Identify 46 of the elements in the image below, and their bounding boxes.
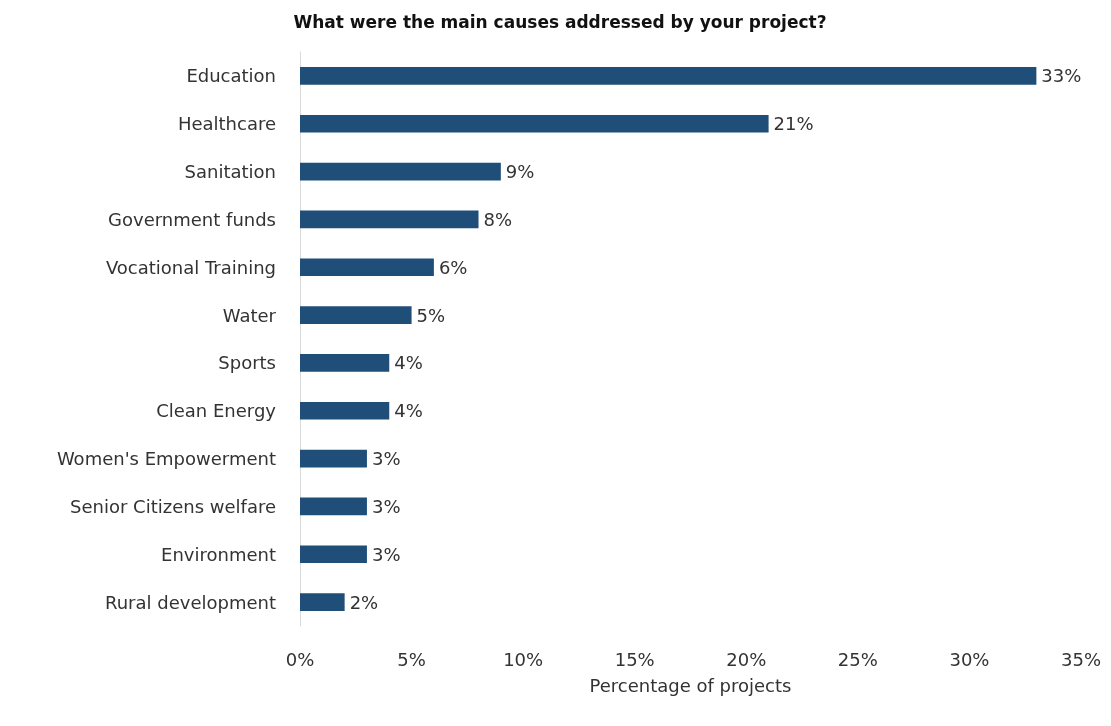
data-label: 5%: [416, 304, 446, 326]
data-label: 3%: [371, 543, 401, 565]
x-tick-label: 25%: [837, 648, 878, 670]
x-tick-label: 15%: [614, 648, 655, 670]
bar: [300, 210, 479, 229]
bar: [300, 449, 367, 468]
bar: [300, 67, 1037, 85]
data-label: 2%: [349, 591, 379, 613]
data-label: 33%: [1041, 65, 1082, 87]
x-tick-label: 30%: [949, 648, 990, 670]
bar: [300, 354, 390, 372]
y-tick-label: Environment: [161, 543, 276, 565]
y-tick-label: Rural development: [105, 591, 276, 613]
x-axis-title: Percentage of projects: [589, 674, 792, 696]
bar: [300, 593, 345, 611]
data-label: 8%: [483, 208, 513, 230]
x-tick-label: 20%: [726, 648, 767, 670]
bar: [300, 401, 390, 420]
y-tick-label: Sports: [218, 352, 276, 374]
x-tick-label: 0%: [285, 648, 315, 670]
data-label: 9%: [505, 161, 535, 183]
bar: [300, 497, 367, 516]
bar: [300, 114, 769, 133]
bar: [300, 306, 412, 324]
bar: [300, 258, 434, 277]
y-tick-label: Clean Energy: [156, 400, 277, 422]
data-label: 3%: [371, 448, 401, 470]
y-tick-label: Vocational Training: [105, 256, 276, 278]
y-tick-label: Women's Empowerment: [56, 448, 276, 470]
bar: [300, 162, 501, 181]
data-label: 21%: [773, 113, 814, 135]
y-tick-label: Government funds: [108, 208, 276, 230]
data-label: 4%: [394, 352, 423, 374]
y-tick-label: Senior Citizens welfare: [70, 495, 276, 517]
data-label: 6%: [438, 256, 468, 278]
chart-title: What were the main causes addressed by your project?: [293, 11, 827, 32]
y-tick-label: Healthcare: [177, 113, 276, 135]
bar: [300, 545, 367, 564]
x-tick-label: 35%: [1060, 648, 1102, 670]
y-tick-label: Water: [222, 304, 277, 326]
data-label: 4%: [394, 400, 423, 422]
x-tick-label: 5%: [397, 648, 426, 670]
y-tick-label: Sanitation: [184, 161, 276, 183]
x-tick-label: 10%: [503, 648, 544, 670]
y-tick-label: Education: [186, 65, 276, 87]
data-label: 3%: [371, 495, 401, 517]
